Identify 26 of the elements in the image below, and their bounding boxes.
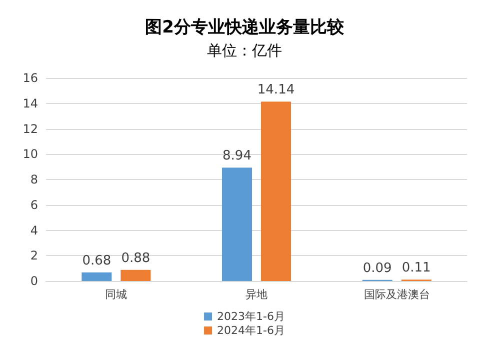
x-tick-label: 国际及港澳台 bbox=[364, 288, 430, 301]
x-tick-label: 同城 bbox=[105, 288, 128, 301]
y-tick-label: 14 bbox=[22, 96, 38, 110]
y-tick-label: 8 bbox=[30, 172, 38, 186]
y-tick-label: 0 bbox=[30, 274, 38, 288]
bar bbox=[222, 168, 252, 281]
chart-title: 图2分专业快递业务量比较 bbox=[145, 18, 345, 38]
y-tick-label: 12 bbox=[22, 122, 38, 136]
data-label: 0.11 bbox=[402, 260, 431, 276]
bar bbox=[120, 270, 151, 281]
data-label: 0.68 bbox=[82, 253, 112, 268]
bar bbox=[261, 102, 291, 281]
chart-subtitle: 单位：亿件 bbox=[207, 42, 282, 60]
data-label: 0.09 bbox=[362, 260, 392, 276]
data-label: 8.94 bbox=[222, 148, 252, 164]
legend-label: 2023年1-6月 bbox=[217, 310, 285, 323]
bar bbox=[82, 272, 112, 281]
data-label: 14.14 bbox=[257, 82, 295, 98]
legend-label: 2024年1-6月 bbox=[217, 324, 285, 337]
x-tick-label: 异地 bbox=[246, 288, 268, 301]
y-tick-label: 10 bbox=[22, 147, 38, 162]
y-tick-label: 4 bbox=[30, 223, 38, 238]
y-tick-label: 16 bbox=[22, 71, 38, 85]
y-tick-label: 6 bbox=[30, 198, 38, 212]
y-tick-label: 2 bbox=[30, 248, 38, 263]
data-label: 0.88 bbox=[121, 250, 150, 266]
